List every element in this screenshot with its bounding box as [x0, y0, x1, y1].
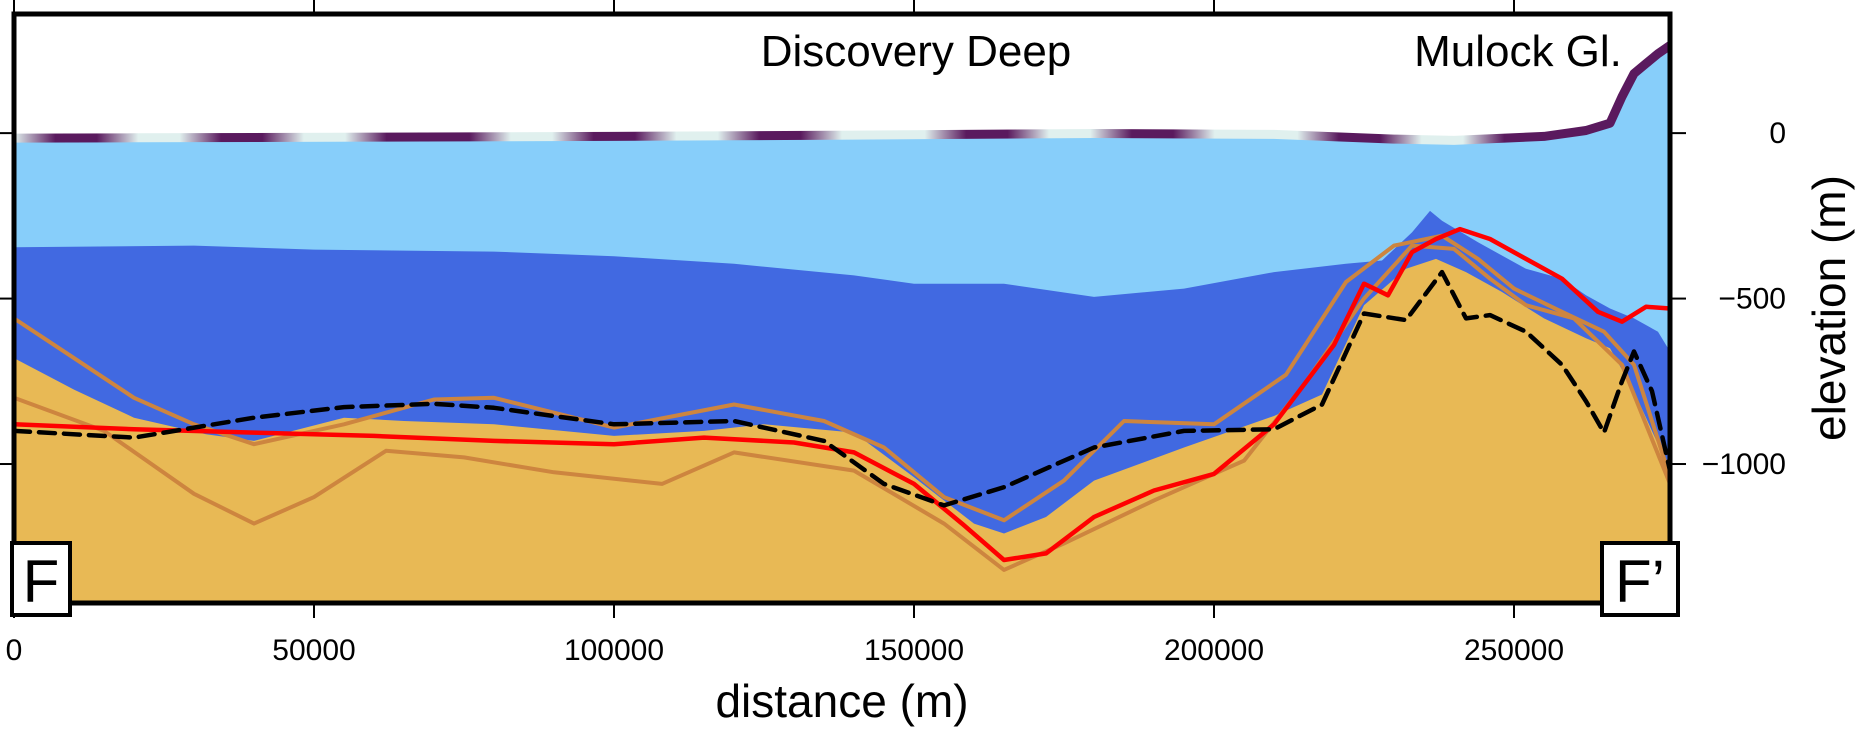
x-tick-label: 150000 [864, 634, 964, 667]
sediment-area [14, 258, 1670, 603]
corner-label-end: F’ [1600, 541, 1680, 617]
series-line-1 [14, 269, 1670, 508]
series-line-2 [14, 233, 1670, 523]
corner-label-start: F [10, 541, 72, 617]
x-tick-label: 250000 [1464, 634, 1564, 667]
x-tick-label: 100000 [564, 634, 664, 667]
y-tick-label: −1000 [1702, 448, 1786, 481]
annotation-mulock-glacier: Mulock Gl. [1414, 27, 1622, 76]
plot-frame [11, 11, 1673, 606]
y-tick-label: −500 [1718, 283, 1786, 316]
y-tick-label: 0 [1769, 117, 1786, 150]
series-layer [14, 226, 1670, 572]
svg-text:F’: F’ [1615, 548, 1665, 615]
series-line-0 [14, 226, 1670, 563]
x-tick-label: 0 [6, 634, 23, 667]
svg-text:F: F [23, 548, 60, 615]
plot-area [14, 14, 1670, 603]
x-axis-title: distance (m) [715, 675, 968, 727]
surface-line [14, 41, 1670, 145]
y-axis: 0 −500 −1000 [0, 117, 1786, 481]
y-axis-title: elevation (m) [1803, 175, 1855, 441]
x-tick-label: 200000 [1164, 634, 1264, 667]
x-tick-label: 50000 [272, 634, 355, 667]
annotation-discovery-deep: Discovery Deep [761, 27, 1072, 76]
series-line-3 [14, 243, 1670, 572]
x-axis: 0 50000 100000 150000 200000 250000 [6, 0, 1564, 667]
